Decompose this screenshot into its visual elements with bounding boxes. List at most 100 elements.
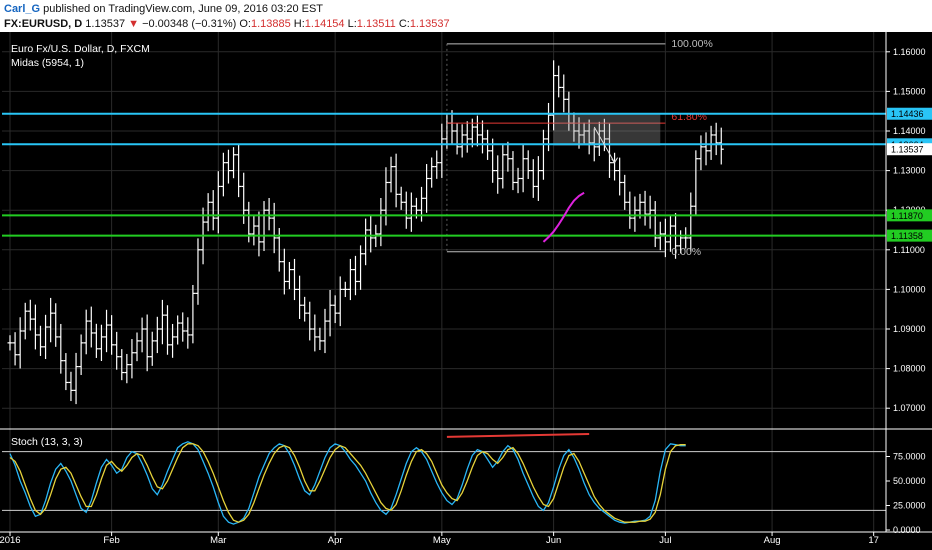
price-tick-label: 1.14000 [893,126,926,136]
chart-canvas[interactable]: 100.00%0.00%61.80% 1.070001.080001.09000… [0,32,932,550]
author-link[interactable]: Carl_G [4,3,41,15]
ohlc-bar [58,323,64,374]
ohlc-bar [37,325,43,356]
ohlc-bar [495,155,501,194]
ohlc-bar [454,123,460,155]
ohlc-bar [17,317,23,369]
ohlc-bar [368,215,374,253]
grid [2,32,886,532]
ohlc-bar [119,349,125,381]
stoch-title: Stoch (13, 3, 3) [11,436,83,448]
open-value: 1.13885 [250,18,291,30]
ohlc-bar [281,248,287,295]
ohlc-bar [337,276,343,327]
ohlc-bar [551,60,557,131]
ohlc-bar [164,305,170,355]
ohlc-bar [7,335,13,351]
level-badge-label-green-upper: 1.11870 [891,211,923,221]
ohlc-bar [114,331,120,370]
ohlc-bar [286,261,292,290]
ohlc-bar [261,201,267,252]
ohlc-bar [408,192,414,232]
midas-label: Midas (5954, 1) [11,57,84,69]
ohlc-bar [617,157,623,196]
ohlc-bar [688,192,694,252]
time-tick-label: Mar [210,535,226,546]
ohlc-bar [129,339,135,379]
ohlc-bar [464,121,470,153]
ohlc-bar [307,301,313,341]
ohlc-bar [27,299,33,331]
ohlc-bar [32,304,38,350]
ohlc-bar [535,156,541,201]
ohlc-bar [352,255,358,296]
price-tick-label: 1.08000 [893,364,926,374]
price-tick-label: 1.10000 [893,284,926,294]
ohlc-bar [154,316,160,354]
stoch-line-k [9,441,686,525]
published-text: published on TradingView.com, June 09, 2… [43,3,324,15]
ohlc-bar [520,144,526,193]
fib-label-0: 0.00% [671,246,701,258]
symbol-label: FX:EURUSD, D [4,18,83,30]
ohlc-bar [347,258,353,301]
ohlc-bar [678,230,684,254]
chart-background [0,32,932,550]
ohlc-bar [429,157,435,188]
time-tick-label: Jul [659,535,671,546]
ohlc-bar [83,309,89,355]
ohlc-bar [505,141,511,172]
time-tick-label: 2016 [0,535,21,546]
ohlc-bar [718,127,724,165]
ohlc-bar [322,308,328,354]
ohlc-bar [124,353,130,384]
stoch-tick-label: 50.0000 [893,476,926,486]
ohlc-bar [632,196,638,232]
level-badge-cyan-upper [887,107,932,120]
quote-line: FX:EURUSD, D 1.13537 ▼ −0.00348 (−0.31%)… [4,18,450,30]
ohlc-bar [78,334,84,376]
stoch-tick-label: 0.0000 [893,525,921,535]
ohlc-bar [713,122,719,156]
ohlc-bar [317,327,323,351]
stoch-line-d [9,443,686,523]
ohlc-bar [627,191,633,229]
ohlc-bar [540,129,546,180]
ohlc-bar [43,314,49,360]
ohlc-bar [586,119,592,155]
ohlc-bar [170,323,176,358]
projection-arrow-head [611,157,619,164]
ohlc-bar [134,332,140,362]
ohlc-bar [220,152,226,197]
ohlc-bar [703,132,709,166]
ohlc-bar [236,144,242,198]
price-tick-label: 1.11000 [893,245,925,255]
ohlc-bar [642,190,648,226]
ohlc-bar [556,65,562,98]
low-value: 1.13511 [356,18,396,30]
ohlc-bar [525,150,531,179]
ohlc-bar [215,171,221,234]
price-tick-label: 1.07000 [893,403,926,413]
ohlc-bar [266,198,272,231]
supply-zone [553,114,661,146]
midas-curve [542,191,585,243]
ohlc-bar [403,191,409,229]
time-tick-label: Apr [328,535,343,546]
chart-title: Euro Fx/U.S. Dollar, D, FXCM [11,43,150,55]
ohlc-bar [652,201,658,248]
time-tick-label: May [433,535,451,546]
ohlc-bar [459,124,465,158]
ohlc-bar [251,214,257,246]
ohlc-bar [683,227,689,249]
ohlc-bar [190,284,196,344]
ohlc-bar [378,198,384,247]
close-value: 1.13537 [409,18,450,30]
level-badge-label-cyan-upper: 1.14436 [891,109,924,119]
ohlc-bar [48,297,54,343]
publish-line: Carl_G published on TradingView.com, Jun… [4,3,323,15]
ohlc-bar [327,289,333,337]
time-tick-label: Aug [764,535,781,546]
price-pane: 100.00%0.00%61.80% [2,38,886,405]
stoch-pane [2,432,886,525]
